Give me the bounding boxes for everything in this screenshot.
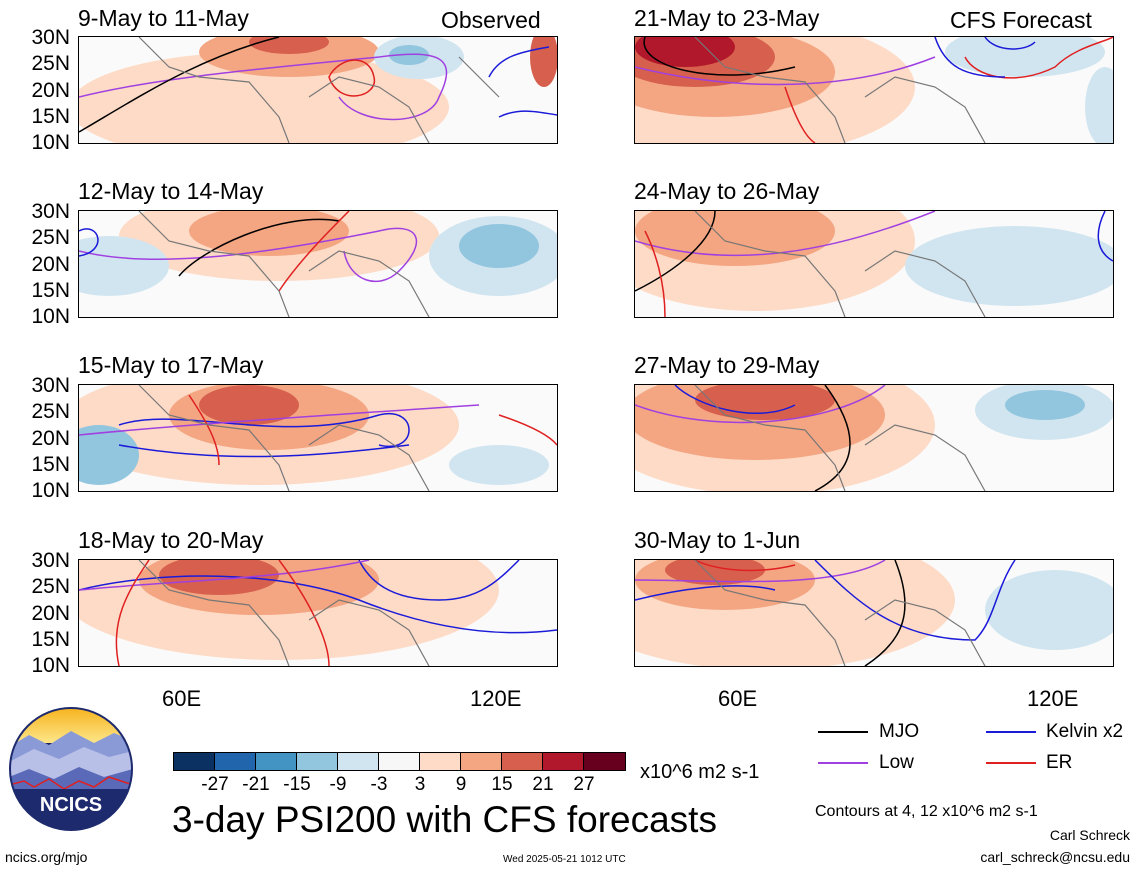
panel-title-7: 27-May to 29-May [634,352,820,378]
panel-title-4: 18-May to 20-May [78,527,264,553]
lat-label: 15N [31,279,70,302]
panel-title-1: 9-May to 11-May [78,5,249,31]
colorbar-tick: -9 [329,774,347,795]
colorbar-swatch [255,752,297,771]
lat-label: 20N [31,253,70,276]
colorbar-units: x10^6 m2 s-1 [640,761,760,783]
lat-label: 25N [31,226,70,249]
lon-label-left-120e: 120E [470,686,522,711]
colorbar-swatch [419,752,461,771]
map-panel-forecast-4 [634,559,1114,667]
lat-label: 30N [31,374,70,397]
map-panel-forecast-1 [634,36,1114,144]
colorbar-tick: 9 [455,774,467,795]
map-panel-forecast-2 [634,210,1114,318]
contours-note: Contours at 4, 12 x10^6 m2 s-1 [815,803,1038,820]
colorbar-tick: 21 [532,774,554,795]
panel-title-6: 24-May to 26-May [634,178,820,204]
forecast-label: CFS Forecast [950,7,1092,33]
lat-label: 10N [31,654,70,677]
lat-label: 30N [31,200,70,223]
colorbar-frame [173,752,626,771]
lat-label: 20N [31,79,70,102]
colorbar-swatch [460,752,502,771]
lat-label: 15N [31,453,70,476]
main-title: 3-day PSI200 with CFS forecasts [172,799,717,840]
lat-label: 15N [31,105,70,128]
lat-label: 25N [31,52,70,75]
lon-label-right-60e: 60E [718,686,758,711]
footer-timestamp: Wed 2025-05-21 1012 UTC [503,854,626,865]
legend-label-low: Low [879,752,914,773]
lat-label: 10N [31,131,70,154]
lat-label: 20N [31,427,70,450]
lat-label: 30N [31,26,70,49]
colorbar-tick: -15 [283,774,311,795]
lat-label: 20N [31,602,70,625]
colorbar-swatch [501,752,543,771]
colorbar-tick: -21 [242,774,270,795]
lat-label: 10N [31,479,70,502]
legend-line-mjo [818,731,868,733]
footer-email: carl_schreck@ncsu.edu [980,849,1130,865]
lat-label: 25N [31,400,70,423]
lat-label: 30N [31,549,70,572]
colorbar-swatch [296,752,338,771]
lat-label: 15N [31,628,70,651]
map-panel-forecast-3 [634,384,1114,492]
map-panel-observed-4 [78,559,558,667]
legend-label-er: ER [1046,752,1073,773]
legend-line-er [986,762,1036,764]
footer-author: Carl Schreck [1049,827,1130,843]
lon-label-left-60e: 60E [162,686,202,711]
map-panel-observed-2 [78,210,558,318]
legend-label-kelvin: Kelvin x2 [1046,721,1124,742]
colorbar-swatch [542,752,584,771]
ncics-logo: NCICS [9,707,133,831]
panel-title-3: 15-May to 17-May [78,352,264,378]
logo-text: NCICS [40,794,102,816]
lat-label: 25N [31,575,70,598]
colorbar-swatch [214,752,256,771]
lon-label-right-120e: 120E [1027,686,1079,711]
map-panel-observed-1 [78,36,558,144]
panel-title-8: 30-May to 1-Jun [634,527,801,553]
panel-title-5: 21-May to 23-May [634,5,820,31]
panel-title-2: 12-May to 14-May [78,178,264,204]
colorbar-tick: -3 [370,774,388,795]
lat-label: 10N [31,305,70,328]
observed-label: Observed [441,7,541,33]
colorbar-tick: 3 [414,774,426,795]
legend-line-low [818,762,868,764]
legend-line-kelvin [986,731,1036,733]
colorbar-swatch [583,752,626,771]
colorbar-tick: -27 [201,774,229,795]
colorbar-tick: 15 [491,774,513,795]
colorbar-tick: 27 [573,774,595,795]
footer-url: ncics.org/mjo [5,849,88,865]
map-panel-observed-3 [78,384,558,492]
colorbar-swatch [378,752,420,771]
colorbar-swatch [337,752,379,771]
legend-label-mjo: MJO [879,721,920,742]
